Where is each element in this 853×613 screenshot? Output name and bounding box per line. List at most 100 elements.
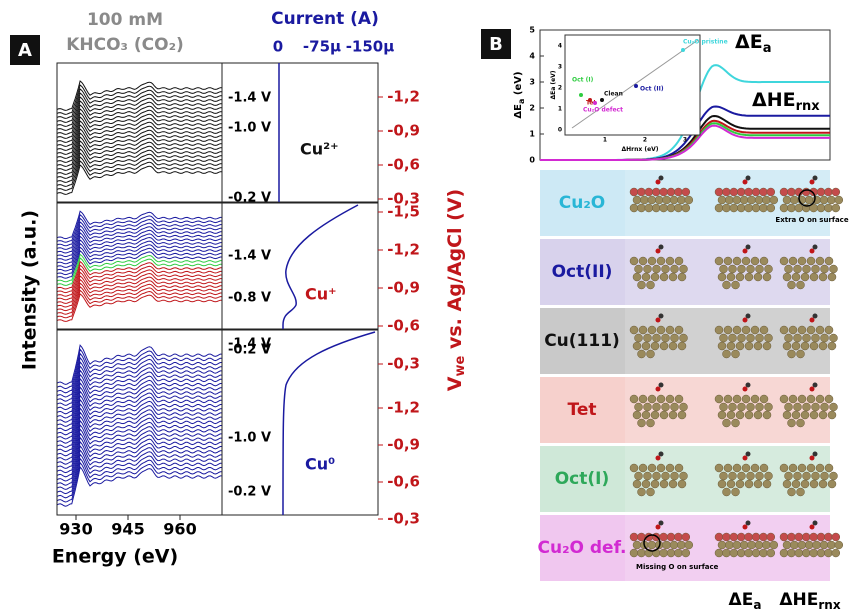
atom	[720, 265, 728, 273]
adsorbate	[743, 525, 748, 530]
atom	[669, 411, 677, 419]
atom	[824, 188, 832, 196]
adsorbate	[656, 525, 661, 530]
atom	[797, 488, 805, 496]
y-tick-label: 4	[529, 52, 535, 61]
species-label: Cu⁰	[305, 455, 335, 474]
potential-tick-label: -1,2	[387, 399, 420, 417]
atom	[798, 257, 806, 265]
atom	[745, 411, 753, 419]
adsorbate	[656, 318, 661, 323]
atom	[765, 472, 773, 480]
atom	[783, 480, 791, 488]
atom	[788, 350, 796, 358]
atom	[745, 273, 753, 281]
atom	[754, 273, 762, 281]
inset-x-tick: 3	[683, 137, 687, 144]
adsorbate	[746, 314, 751, 319]
atom	[733, 395, 741, 403]
peak-label: ΔEa	[735, 31, 771, 56]
atom	[722, 549, 730, 557]
atom	[748, 541, 756, 549]
atom	[790, 541, 798, 549]
final-label: ΔHE	[752, 89, 796, 111]
spectrum	[57, 161, 222, 190]
atom	[662, 403, 670, 411]
atom	[737, 204, 745, 212]
atom	[835, 541, 843, 549]
atom	[680, 265, 688, 273]
atom	[825, 395, 833, 403]
atom	[718, 273, 726, 281]
spectrum	[57, 290, 222, 317]
atom	[680, 403, 688, 411]
atom	[787, 533, 795, 541]
atom	[745, 549, 753, 557]
atom	[816, 395, 824, 403]
adsorbate	[813, 452, 818, 457]
atom	[633, 342, 641, 350]
atom	[759, 549, 767, 557]
atom	[787, 204, 795, 212]
inset-point	[600, 98, 604, 102]
atom	[819, 342, 827, 350]
atom	[813, 541, 821, 549]
atom	[660, 342, 668, 350]
adsorbate	[743, 180, 748, 185]
atom	[785, 334, 793, 342]
row-label: Cu₂O def.	[537, 538, 626, 558]
atom	[729, 403, 737, 411]
atom	[651, 480, 659, 488]
atom	[742, 395, 750, 403]
potential-tick-label: -1,2	[387, 88, 420, 106]
atom	[780, 464, 788, 472]
atom	[792, 342, 800, 350]
atom	[657, 326, 665, 334]
atom	[725, 196, 733, 204]
atom	[730, 533, 738, 541]
spectra	[57, 81, 222, 506]
atom	[723, 281, 731, 289]
potential-tick-label: -0,3	[387, 355, 420, 373]
atom	[765, 334, 773, 342]
atom	[718, 411, 726, 419]
atom	[798, 464, 806, 472]
atom	[644, 265, 652, 273]
atom	[825, 464, 833, 472]
atom	[821, 334, 829, 342]
atom	[724, 395, 732, 403]
atom	[655, 196, 663, 204]
current-tick: 0	[273, 38, 283, 56]
atom	[780, 326, 788, 334]
atom	[742, 326, 750, 334]
atom	[828, 480, 836, 488]
y-tick-label: 0	[529, 156, 535, 165]
adsorbate	[743, 387, 748, 392]
atom	[669, 273, 677, 281]
atom	[756, 265, 764, 273]
potential-axis-title: vs. Ag/AgCl (V)	[444, 189, 466, 356]
atom	[667, 204, 675, 212]
atom	[652, 204, 660, 212]
atom	[669, 342, 677, 350]
atom	[828, 342, 836, 350]
atom	[821, 472, 829, 480]
atom	[803, 334, 811, 342]
atom	[638, 419, 646, 427]
column-label: ΔE	[729, 590, 754, 610]
atom	[797, 281, 805, 289]
inset-y-tick: 0	[558, 127, 562, 134]
atom	[644, 403, 652, 411]
x-tick: 930	[59, 520, 92, 539]
atom	[745, 533, 753, 541]
atom	[718, 541, 726, 549]
atom	[751, 326, 759, 334]
adsorbate	[810, 456, 815, 461]
atom	[722, 204, 730, 212]
spectrum	[57, 467, 222, 506]
atom	[760, 326, 768, 334]
atom	[637, 188, 645, 196]
atom	[830, 334, 838, 342]
atom	[657, 464, 665, 472]
atom	[835, 196, 843, 204]
